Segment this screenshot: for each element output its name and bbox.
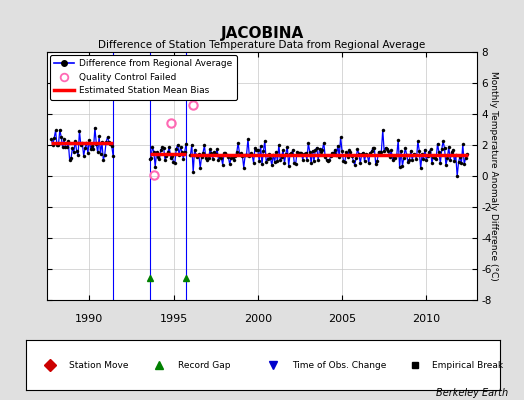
Text: 1995: 1995 [159, 314, 188, 324]
Text: 1990: 1990 [75, 314, 103, 324]
Legend: Difference from Regional Average, Quality Control Failed, Estimated Station Mean: Difference from Regional Average, Qualit… [50, 55, 236, 100]
Text: 2010: 2010 [412, 314, 440, 324]
Text: 2005: 2005 [328, 314, 356, 324]
Y-axis label: Monthly Temperature Anomaly Difference (°C): Monthly Temperature Anomaly Difference (… [489, 71, 498, 281]
Text: Record Gap: Record Gap [178, 360, 231, 370]
Text: 2000: 2000 [244, 314, 272, 324]
Text: Berkeley Earth: Berkeley Earth [436, 388, 508, 398]
Text: JACOBINA: JACOBINA [221, 26, 303, 41]
Text: Empirical Break: Empirical Break [432, 360, 503, 370]
Text: Time of Obs. Change: Time of Obs. Change [292, 360, 386, 370]
Text: Difference of Station Temperature Data from Regional Average: Difference of Station Temperature Data f… [99, 40, 425, 50]
Text: Station Move: Station Move [69, 360, 128, 370]
